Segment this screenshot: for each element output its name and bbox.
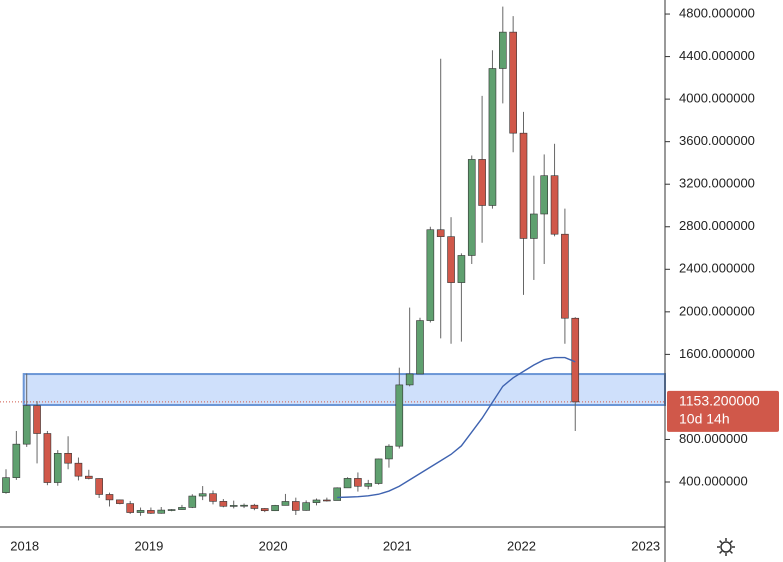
- candle-body: [167, 509, 176, 511]
- candle-body: [229, 505, 238, 507]
- candle-body: [85, 475, 93, 479]
- candle-body: [436, 229, 445, 237]
- candle-body: [364, 483, 373, 487]
- y-tick-label: 4000.000000: [679, 91, 755, 106]
- candle-body: [291, 501, 300, 511]
- candle-body: [74, 462, 83, 477]
- candle-body: [126, 503, 134, 513]
- moving-average: [337, 356, 576, 499]
- candle-body: [178, 507, 186, 510]
- candle-body: [147, 510, 155, 514]
- candle-body: [540, 175, 549, 215]
- y-tick-label: 2000.000000: [679, 303, 755, 318]
- candle-body: [209, 493, 217, 502]
- candle-body: [426, 229, 435, 321]
- settings-icon[interactable]: [717, 538, 735, 556]
- plot-area: [0, 6, 666, 516]
- x-tick-label: 2022: [507, 538, 536, 553]
- candle-body: [116, 499, 124, 504]
- countdown-label: 10d 14h: [679, 411, 730, 427]
- y-tick-label: 3200.000000: [679, 176, 755, 191]
- candle-body: [188, 495, 197, 508]
- candle-body: [550, 175, 559, 235]
- x-tick-label: 2021: [383, 538, 412, 553]
- candle-body: [395, 384, 404, 447]
- candle-body: [157, 509, 166, 514]
- x-tick-label: 2023: [631, 538, 660, 553]
- y-tick-label: 4400.000000: [679, 48, 755, 63]
- candle-body: [136, 510, 145, 513]
- y-tick-label: 1600.000000: [679, 346, 755, 361]
- candle-body: [509, 31, 517, 134]
- candle-body: [53, 452, 62, 483]
- candle-body: [219, 501, 228, 507]
- candle-body: [240, 504, 248, 507]
- zone: [22, 373, 666, 407]
- y-tick-label: 2800.000000: [679, 218, 755, 233]
- candle-body: [447, 236, 455, 283]
- candle-body: [498, 31, 507, 69]
- candle-body: [302, 502, 310, 511]
- candle-body: [374, 458, 383, 484]
- candle-body: [250, 504, 259, 509]
- candle-body: [530, 213, 538, 239]
- x-tick-label: 2018: [10, 538, 39, 553]
- candle-body: [385, 445, 393, 460]
- candle-body: [281, 501, 290, 506]
- candle-body: [198, 493, 207, 497]
- candle-body: [478, 159, 486, 206]
- candle-body: [43, 433, 52, 483]
- candle-body: [260, 508, 269, 512]
- candle-body: [561, 233, 569, 319]
- candle-body: [405, 373, 414, 386]
- candle-body: [571, 317, 580, 403]
- candle-body: [12, 443, 21, 478]
- candle-body: [105, 494, 114, 501]
- price-label-box: [667, 390, 779, 432]
- candle-body: [343, 478, 352, 489]
- candle-body: [64, 452, 72, 464]
- candle-body: [2, 477, 10, 493]
- y-tick-label: 800.000000: [679, 431, 748, 446]
- candle-body: [467, 159, 476, 256]
- y-tick-label: 2400.000000: [679, 261, 755, 276]
- candle-body: [333, 487, 342, 501]
- y-tick-label: 3600.000000: [679, 133, 755, 148]
- candle-body: [488, 68, 497, 206]
- candle-body: [457, 255, 466, 283]
- candle-body: [354, 478, 362, 487]
- candle-body: [312, 499, 321, 503]
- candle-body: [323, 499, 331, 502]
- x-tick-label: 2019: [134, 538, 163, 553]
- candle-body: [33, 405, 41, 434]
- candle-body: [95, 478, 103, 495]
- candle-body: [519, 132, 528, 239]
- price-label: 1153.200000: [679, 393, 760, 409]
- x-tick-label: 2020: [259, 538, 288, 553]
- candle-body: [271, 505, 279, 512]
- candle-body: [416, 320, 424, 375]
- candle-body: [22, 405, 31, 445]
- y-tick-label: 400.000000: [679, 473, 748, 488]
- y-tick-label: 4800.000000: [679, 5, 755, 20]
